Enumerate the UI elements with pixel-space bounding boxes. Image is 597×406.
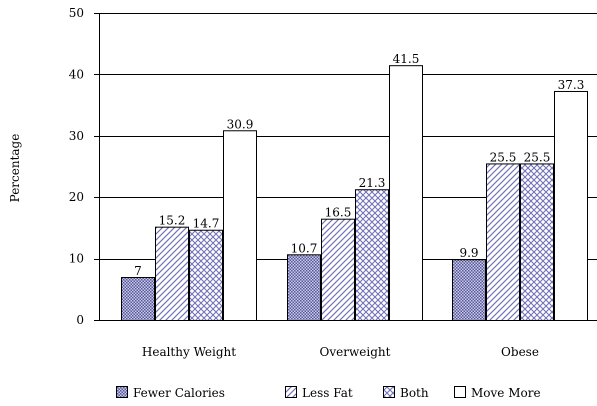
data-label: 7 [134,264,142,278]
data-label: 25.5 [490,150,517,164]
bar-less-fat [321,218,355,321]
data-label: 30.9 [227,117,254,131]
y-tick-label: 0 [76,313,84,327]
legend-swatch [116,386,128,398]
data-label: 9.9 [459,246,478,260]
legend-label: Move More [471,386,541,400]
bar-fewer-calories [287,254,321,321]
data-label: 21.3 [359,176,386,190]
data-labels: 7 15.2 14.7 30.9 10.7 16.5 21.3 41.5 9.9 25.5 25.5… [134,52,584,278]
bar-fewer-calories [452,259,486,321]
data-label: 41.5 [393,52,420,66]
x-tick-labels: Healthy Weight Overweight Obese [142,345,539,359]
legend: Fewer Calories Less Fat Both Move More [116,386,541,400]
y-tick-label: 50 [69,6,84,20]
data-label: 15.2 [159,214,186,228]
bar-both [355,189,389,321]
data-label: 10.7 [291,241,318,255]
legend-swatch [383,386,395,398]
bar-fewer-calories [121,277,155,321]
bars [121,65,588,322]
y-tick-label: 20 [69,190,84,204]
bar-move-more [389,65,423,321]
bar-move-more [223,130,257,321]
bar-less-fat [486,163,520,321]
legend-label: Both [400,386,429,400]
bar-both [520,163,554,321]
legend-swatch [454,386,466,398]
y-tick-label: 10 [69,252,84,266]
legend-label: Fewer Calories [133,386,225,400]
x-tick-label: Obese [501,345,539,359]
y-axis-label: Percentage [8,134,22,203]
legend-label: Less Fat [302,386,353,400]
data-label: 37.3 [558,78,585,92]
bar-move-more [554,90,588,321]
y-tick-labels: 0 10 20 30 40 50 [69,6,84,327]
data-label: 14.7 [193,217,220,231]
legend-swatch [285,386,297,398]
bar-less-fat [155,226,189,321]
y-tick-label: 40 [69,67,84,81]
x-tick-label: Overweight [320,345,391,359]
bar-both [189,229,223,322]
data-label: 16.5 [325,206,352,220]
data-label: 25.5 [524,150,551,164]
axes [94,13,597,321]
x-tick-label: Healthy Weight [142,345,236,359]
y-tick-label: 30 [69,129,84,143]
